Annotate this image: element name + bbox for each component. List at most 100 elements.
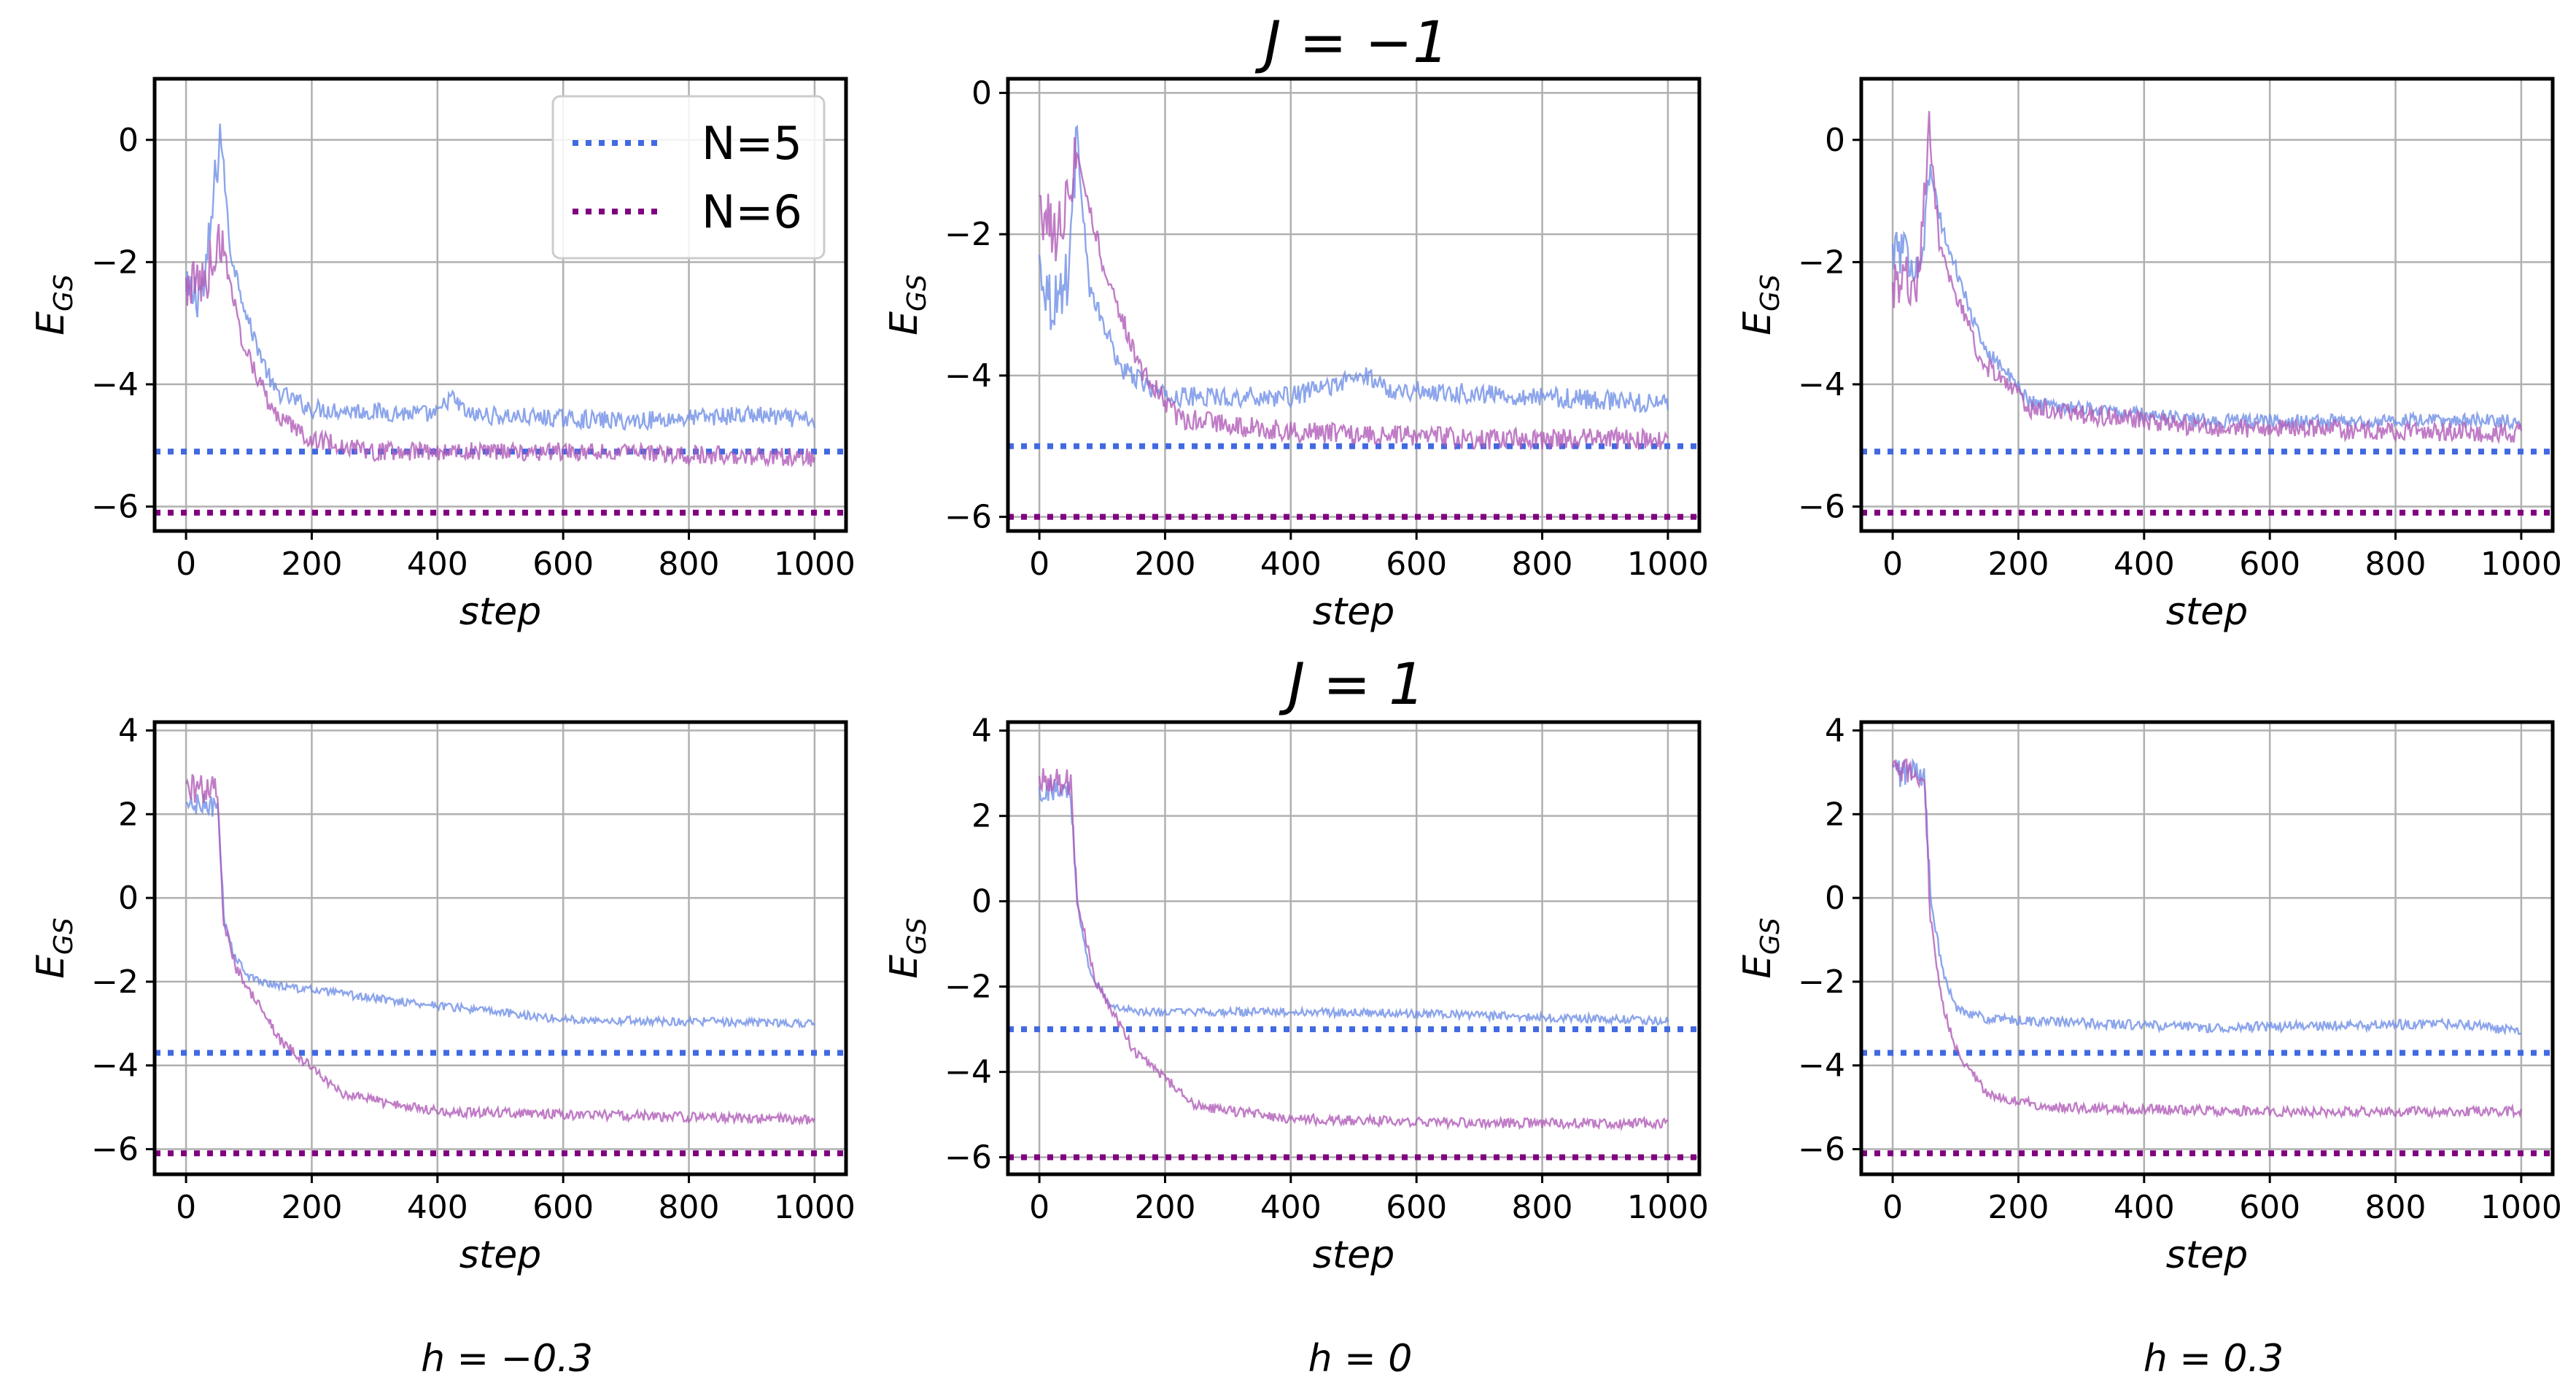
y-tick-label: 4: [971, 713, 992, 750]
x-tick-label: 600: [2239, 1189, 2300, 1226]
x-tick-label: 800: [1512, 1189, 1573, 1226]
x-axis-label: step: [2166, 590, 2248, 634]
x-tick-label: 1000: [2480, 546, 2562, 583]
series-line-n6: [185, 223, 816, 468]
x-axis-label: step: [1313, 1233, 1394, 1277]
y-tick-label: 0: [1825, 880, 1845, 917]
axes-frame: [1859, 720, 2555, 1176]
x-tick-label: 800: [659, 546, 720, 583]
series-line-n5: [1891, 163, 2522, 431]
plot-area: [155, 123, 846, 516]
x-tick-label: 1000: [774, 1189, 856, 1226]
plot-area: [1861, 111, 2553, 516]
x-tick-label: 600: [1386, 1189, 1447, 1226]
legend: N=5 N=6: [551, 95, 826, 260]
y-tick-label: 2: [118, 796, 139, 833]
series-line-n6: [1039, 137, 1669, 451]
y-tick-label: −4: [1798, 366, 1845, 403]
x-tick-label: 1000: [1627, 546, 1709, 583]
y-tick-label: −4: [91, 1047, 139, 1085]
y-tick-label: 2: [971, 798, 992, 835]
y-tick-label: 0: [1825, 122, 1845, 159]
column-label-left: h = −0.3: [421, 1337, 593, 1381]
y-axis-label: EGS: [882, 918, 932, 979]
x-tick-label: 400: [1260, 1189, 1322, 1226]
y-tick-label: −4: [1798, 1047, 1845, 1085]
y-tick-label: 4: [118, 712, 139, 749]
x-tick-label: 0: [1882, 546, 1903, 583]
x-tick-label: 200: [1987, 546, 2049, 583]
column-label-right: h = 0.3: [2144, 1337, 2284, 1381]
axes-frame: [152, 77, 848, 533]
x-tick-label: 200: [281, 546, 342, 583]
y-tick-label: 0: [971, 883, 992, 920]
row-title-bottom: J = 1: [1279, 652, 1425, 718]
legend-frame: [551, 95, 826, 260]
x-tick-label: 1000: [1627, 1189, 1709, 1226]
x-tick-label: 600: [532, 1189, 594, 1226]
series-line-n6: [1891, 758, 2523, 1120]
y-tick-label: 0: [118, 880, 139, 917]
legend-label-n5: N=5: [702, 117, 802, 170]
x-tick-label: 400: [407, 546, 468, 583]
series-line-n6: [1038, 768, 1669, 1132]
y-axis-label: EGS: [1736, 918, 1785, 979]
x-tick-label: 600: [532, 546, 594, 583]
panel-r1-c2: 0 200 400 600 800 1000 4 2 0 −2 −4 −6 step EGS: [1736, 712, 2562, 1277]
x-tick-label: 200: [1134, 1189, 1195, 1226]
x-tick-label: 800: [2365, 1189, 2426, 1226]
series-line-n5: [185, 123, 816, 432]
y-tick-label: −4: [91, 366, 139, 403]
y-tick-label: −2: [91, 964, 139, 1001]
axes-frame: [1006, 720, 1702, 1176]
x-tick-label: 0: [1882, 1189, 1903, 1226]
plot-area: [1861, 758, 2553, 1157]
y-tick-label: 2: [1825, 796, 1845, 833]
plot-area: [1008, 124, 1699, 520]
x-axis-label: step: [459, 590, 541, 634]
y-tick-label: −2: [1798, 964, 1845, 1001]
plot-area: [1008, 768, 1699, 1160]
x-tick-label: 200: [1134, 546, 1195, 583]
series-line-n5: [1892, 758, 2522, 1036]
series-line-n5: [1038, 778, 1669, 1027]
y-axis-label: EGS: [29, 918, 79, 979]
y-axis-label: EGS: [29, 274, 79, 336]
y-tick-label: −4: [944, 1054, 992, 1091]
y-tick-label: −6: [1798, 488, 1845, 525]
x-tick-label: 0: [176, 1189, 196, 1226]
x-tick-label: 800: [1512, 546, 1573, 583]
x-tick-label: 400: [2114, 1189, 2175, 1226]
x-tick-label: 400: [2114, 546, 2175, 583]
row-title-top: J = −1: [1255, 10, 1449, 76]
x-tick-label: 600: [1386, 546, 1447, 583]
legend-label-n6: N=6: [702, 185, 802, 239]
y-tick-label: −2: [944, 216, 992, 253]
series-line-n5: [185, 794, 815, 1029]
y-tick-label: −6: [944, 499, 992, 536]
panel-r1-c1: 0 200 400 600 800 1000 4 2 0 −2 −4 −6 step EGS: [882, 713, 1709, 1277]
y-tick-label: 4: [1825, 712, 1845, 749]
panel-r1-c0: 0 200 400 600 800 1000 4 2 0 −2 −4 −6 step EGS: [29, 712, 856, 1277]
panel-r0-c2: 0 200 400 600 800 1000 0 −2 −4 −6 step EGS: [1736, 77, 2562, 634]
y-axis-label: EGS: [1736, 274, 1785, 336]
column-label-middle: h = 0: [1308, 1337, 1413, 1381]
x-tick-label: 400: [407, 1189, 468, 1226]
x-tick-label: 800: [2365, 546, 2426, 583]
y-axis-label: EGS: [882, 274, 932, 336]
x-tick-label: 200: [1987, 1189, 2049, 1226]
x-axis-label: step: [2166, 1233, 2248, 1277]
y-tick-label: −6: [91, 488, 139, 525]
x-tick-label: 400: [1260, 546, 1322, 583]
x-tick-label: 600: [2239, 546, 2300, 583]
x-tick-label: 0: [176, 546, 196, 583]
x-tick-label: 1000: [2480, 1189, 2562, 1226]
plot-area: [155, 774, 846, 1157]
x-tick-label: 0: [1029, 546, 1050, 583]
y-tick-label: −2: [91, 244, 139, 281]
x-tick-label: 800: [659, 1189, 720, 1226]
y-tick-label: −4: [944, 357, 992, 395]
panel-r0-c1: 0 200 400 600 800 1000 0 −2 −4 −6 step EGS: [882, 74, 1709, 634]
